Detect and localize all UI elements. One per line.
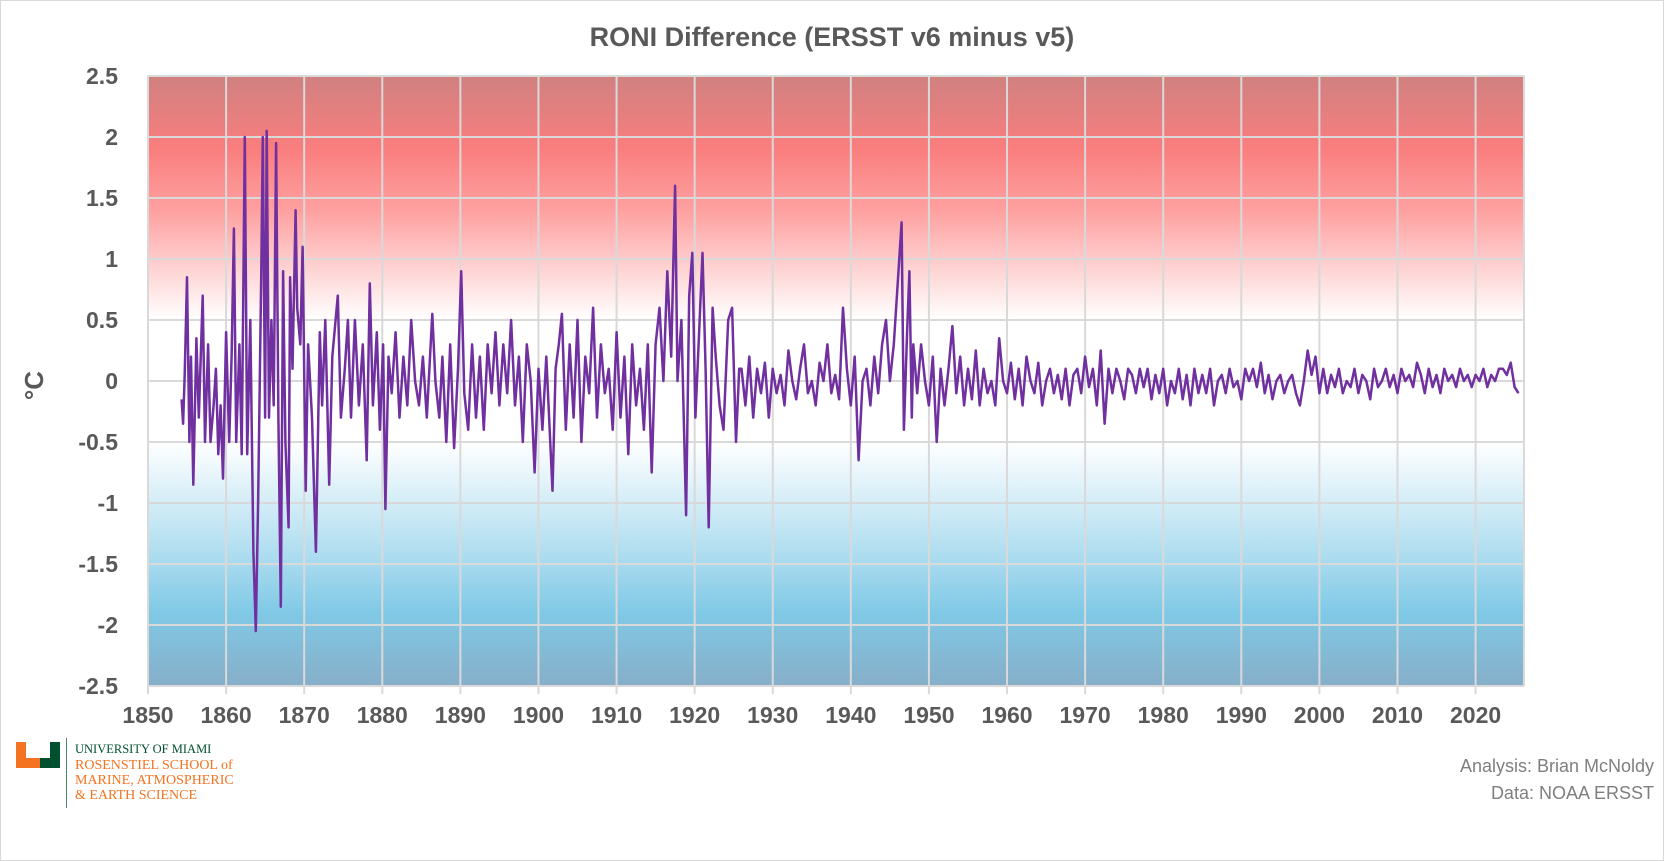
x-tick-label: 1990 (1216, 702, 1267, 728)
x-tick-label: 1860 (201, 702, 252, 728)
x-tick-label: 1950 (903, 702, 954, 728)
x-tick-label: 1850 (122, 702, 173, 728)
school-name: ROSENSTIEL SCHOOL of MARINE, ATMOSPHERIC… (75, 758, 234, 803)
y-tick-label: -1 (98, 490, 119, 516)
y-tick-label: 2 (105, 124, 118, 150)
x-tick-label: 1920 (669, 702, 720, 728)
x-tick-label: 2000 (1294, 702, 1345, 728)
y-tick-label: 0 (105, 368, 118, 394)
x-tick-label: 2020 (1450, 702, 1501, 728)
y-tick-label: 0.5 (86, 307, 118, 333)
y-tick-label: -0.5 (78, 429, 118, 455)
x-tick-label: 1940 (825, 702, 876, 728)
x-tick-label: 1880 (357, 702, 408, 728)
y-tick-label: -1.5 (78, 551, 118, 577)
x-tick-label: 1870 (279, 702, 330, 728)
y-tick-label: 1.5 (86, 185, 118, 211)
x-tick-label: 1930 (747, 702, 798, 728)
school-line-3: & EARTH SCIENCE (75, 788, 198, 803)
university-name: UNIVERSITY OF MIAMI (75, 742, 212, 756)
logo-divider (66, 738, 67, 808)
y-tick-label: -2 (98, 612, 118, 638)
school-line-2: MARINE, ATMOSPHERIC (75, 773, 234, 788)
series-line (180, 129, 1520, 633)
university-logo-icon (16, 742, 60, 768)
x-tick-label: 1910 (591, 702, 642, 728)
analysis-credit: Analysis: Brian McNoldy (1459, 756, 1654, 776)
x-tick-label: 1970 (1060, 702, 1111, 728)
x-tick-label: 1890 (435, 702, 486, 728)
y-tick-label: 2.5 (86, 63, 118, 89)
y-tick-label: 1 (105, 246, 118, 272)
x-tick-label: 1900 (513, 702, 564, 728)
school-line-1: ROSENSTIEL SCHOOL of (75, 758, 233, 773)
x-tick-label: 2010 (1372, 702, 1423, 728)
y-tick-label: -2.5 (78, 673, 118, 699)
data-credit: Data: NOAA ERSST (1490, 783, 1654, 803)
x-tick-label: 1960 (981, 702, 1032, 728)
chart-title: RONI Difference (ERSST v6 minus v5) (589, 22, 1075, 52)
x-tick-label: 1980 (1138, 702, 1189, 728)
